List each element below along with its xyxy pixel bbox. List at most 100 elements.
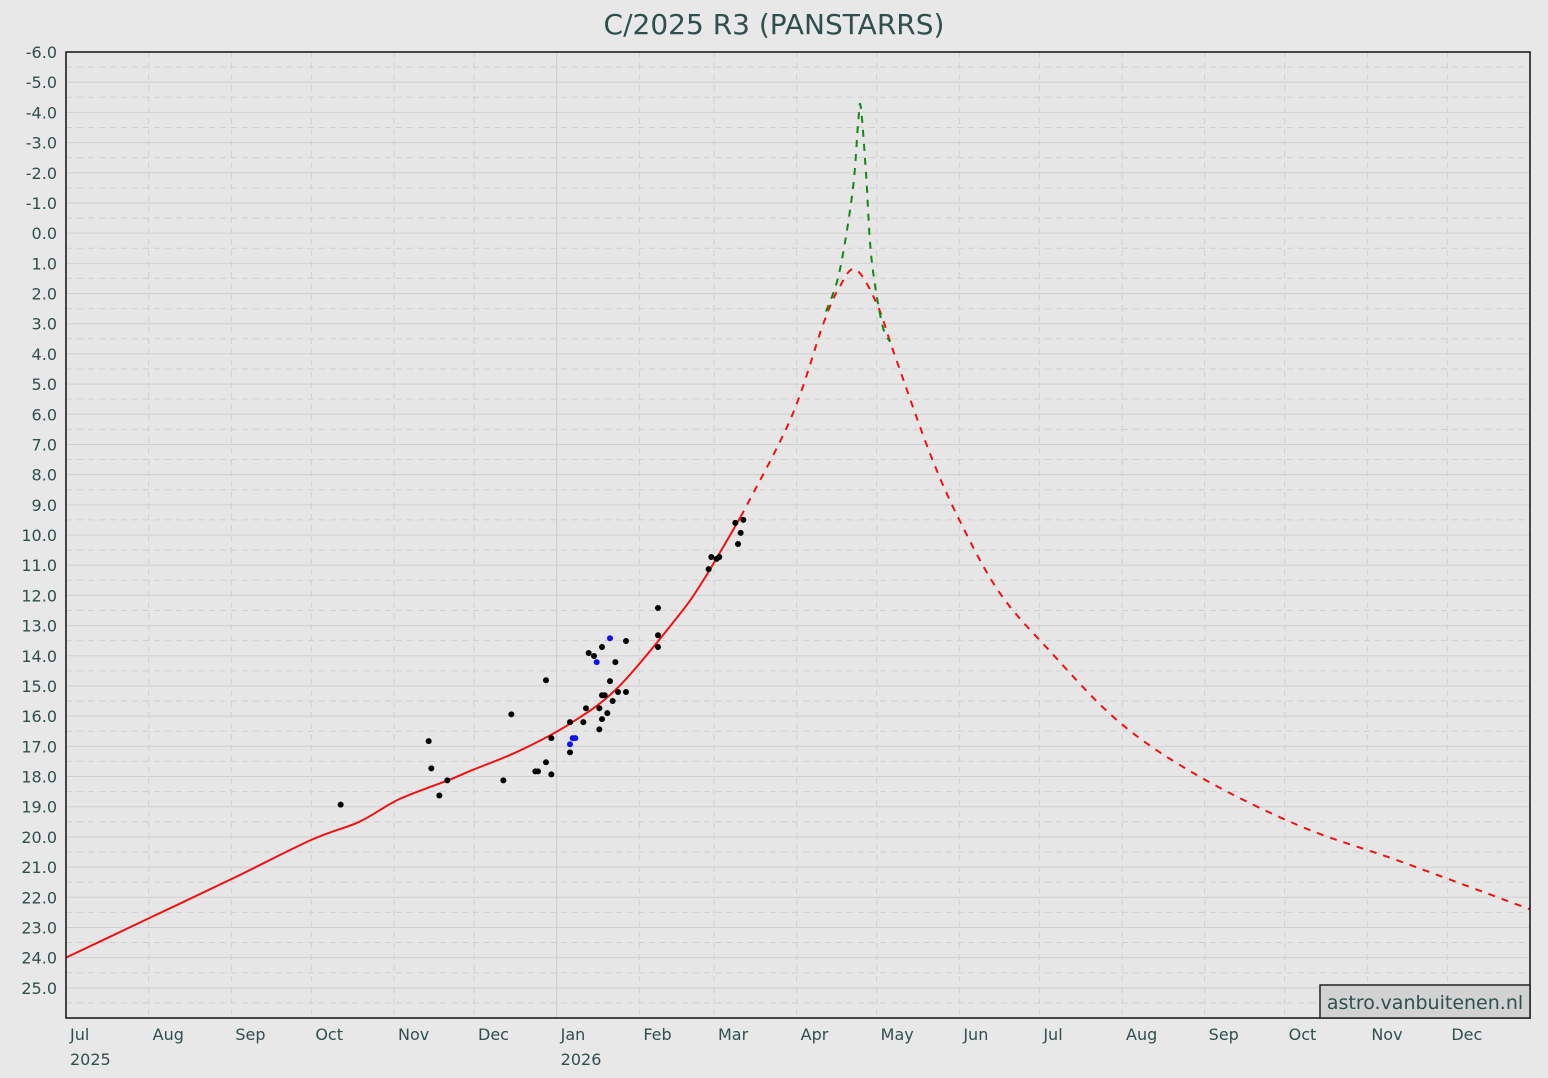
y-tick-label: 11.0 bbox=[21, 556, 57, 575]
observation-point bbox=[436, 792, 443, 799]
y-tick-label: 7.0 bbox=[32, 435, 57, 454]
x-tick-label: Mar bbox=[718, 1025, 749, 1044]
observation-point bbox=[716, 554, 723, 561]
y-tick-label: 0.0 bbox=[32, 224, 57, 243]
y-axis-ticks: -6.0 -5.0 -4.0 -3.0 -2.0 -1.0 0.0 1.0 2.0 3.0 4.0 5… bbox=[21, 43, 57, 998]
observation-point bbox=[607, 678, 613, 685]
y-tick-label: 23.0 bbox=[21, 918, 57, 937]
y-tick-label: 15.0 bbox=[21, 677, 57, 696]
y-tick-label: 6.0 bbox=[32, 405, 57, 424]
y-tick-label: 3.0 bbox=[32, 315, 57, 334]
observation-point bbox=[655, 632, 661, 639]
observation-point bbox=[508, 711, 515, 718]
x-axis-ticks: Jul 2025 Aug Sep Oct Nov Dec Jan 2026 Feb Mar Apr Ma… bbox=[69, 1025, 1482, 1069]
observation-point bbox=[599, 643, 605, 650]
watermark-box[interactable]: astro.vanbuitenen.nl bbox=[1319, 984, 1531, 1019]
observation-point bbox=[596, 726, 603, 733]
y-tick-label: -4.0 bbox=[26, 103, 57, 122]
x-tick-label: Feb bbox=[643, 1025, 671, 1044]
watermark-background bbox=[1319, 984, 1531, 1019]
y-tick-label: 19.0 bbox=[21, 798, 57, 817]
x-tick-label: Dec bbox=[478, 1025, 509, 1044]
observation-point bbox=[580, 719, 587, 726]
observation-point bbox=[596, 705, 603, 712]
observation-point bbox=[705, 566, 712, 573]
y-tick-label: 14.0 bbox=[21, 647, 57, 666]
observation-point bbox=[567, 741, 573, 748]
observation-point bbox=[585, 650, 592, 657]
plot-border bbox=[65, 51, 1531, 1019]
observation-point bbox=[737, 529, 744, 536]
observation-point bbox=[593, 659, 600, 666]
x-tick-label: Jul bbox=[1042, 1025, 1062, 1044]
y-tick-label: 12.0 bbox=[21, 586, 57, 605]
observation-point bbox=[601, 692, 608, 699]
y-tick-label: 1.0 bbox=[32, 254, 57, 273]
observation-point bbox=[535, 768, 541, 775]
y-tick-label: -1.0 bbox=[26, 194, 57, 213]
x-tick-label: Apr bbox=[801, 1025, 829, 1044]
y-tick-label: 17.0 bbox=[21, 737, 57, 756]
observation-point bbox=[428, 765, 435, 772]
y-tick-label: 20.0 bbox=[21, 828, 57, 847]
observation-point bbox=[708, 554, 715, 561]
y-tick-label: 4.0 bbox=[32, 345, 57, 364]
observation-point bbox=[543, 759, 549, 766]
observation-points bbox=[337, 516, 747, 808]
observation-point bbox=[609, 698, 616, 705]
observation-point bbox=[548, 735, 555, 742]
x-tick-year-label: 2026 bbox=[561, 1050, 602, 1069]
y-tick-label: 9.0 bbox=[32, 496, 57, 515]
y-tick-label: 8.0 bbox=[32, 466, 57, 485]
x-tick-label: Nov bbox=[1371, 1025, 1402, 1044]
observation-point bbox=[567, 749, 573, 756]
x-tick-label: Aug bbox=[153, 1025, 184, 1044]
y-tick-label: 18.0 bbox=[21, 768, 57, 787]
observation-point bbox=[615, 688, 621, 695]
observation-point bbox=[623, 688, 629, 695]
y-tick-label: 24.0 bbox=[21, 949, 57, 968]
observation-point bbox=[623, 637, 629, 644]
observation-point bbox=[735, 541, 741, 548]
x-tick-label: Nov bbox=[398, 1025, 429, 1044]
y-tick-label: 2.0 bbox=[32, 285, 57, 304]
observation-point bbox=[655, 643, 661, 650]
y-tick-label: 16.0 bbox=[21, 707, 57, 726]
x-tick-label: Oct bbox=[315, 1025, 343, 1044]
y-tick-label: 21.0 bbox=[21, 858, 57, 877]
y-tick-label: 5.0 bbox=[32, 375, 57, 394]
series-line-predicted-magnitude-future bbox=[739, 268, 1531, 911]
observation-point bbox=[599, 716, 605, 723]
observation-point bbox=[655, 605, 661, 612]
observation-point bbox=[337, 801, 344, 808]
observation-point bbox=[740, 516, 747, 523]
y-tick-label: -6.0 bbox=[26, 43, 57, 62]
x-tick-label: Jun bbox=[962, 1025, 988, 1044]
watermark-link[interactable]: astro.vanbuitenen.nl bbox=[1327, 992, 1523, 1014]
x-tick-year-label: 2025 bbox=[70, 1050, 111, 1069]
observation-point bbox=[572, 735, 579, 742]
observation-point bbox=[548, 771, 555, 778]
x-tick-label: Aug bbox=[1126, 1025, 1157, 1044]
observation-point bbox=[500, 777, 507, 784]
observation-point bbox=[612, 659, 619, 666]
observation-point bbox=[444, 777, 451, 784]
observation-point bbox=[607, 635, 613, 642]
y-tick-label: 22.0 bbox=[21, 888, 57, 907]
chart-title: C/2025 R3 (PANSTARRS) bbox=[604, 8, 945, 41]
y-tick-label: -5.0 bbox=[26, 73, 57, 92]
observation-point bbox=[583, 705, 589, 712]
observation-point bbox=[732, 519, 739, 526]
x-tick-label: Sep bbox=[1209, 1025, 1239, 1044]
observation-point bbox=[425, 738, 432, 745]
observation-point bbox=[543, 677, 549, 684]
y-tick-label: -2.0 bbox=[26, 164, 57, 183]
y-tick-label: -3.0 bbox=[26, 134, 57, 153]
x-tick-label: Dec bbox=[1451, 1025, 1482, 1044]
observation-point bbox=[567, 719, 573, 726]
x-tick-label: Jan bbox=[560, 1025, 586, 1044]
x-tick-label: Oct bbox=[1289, 1025, 1317, 1044]
series-line-forward-scattering-magnitude bbox=[825, 102, 891, 343]
series-line-predicted-magnitude bbox=[65, 516, 742, 959]
